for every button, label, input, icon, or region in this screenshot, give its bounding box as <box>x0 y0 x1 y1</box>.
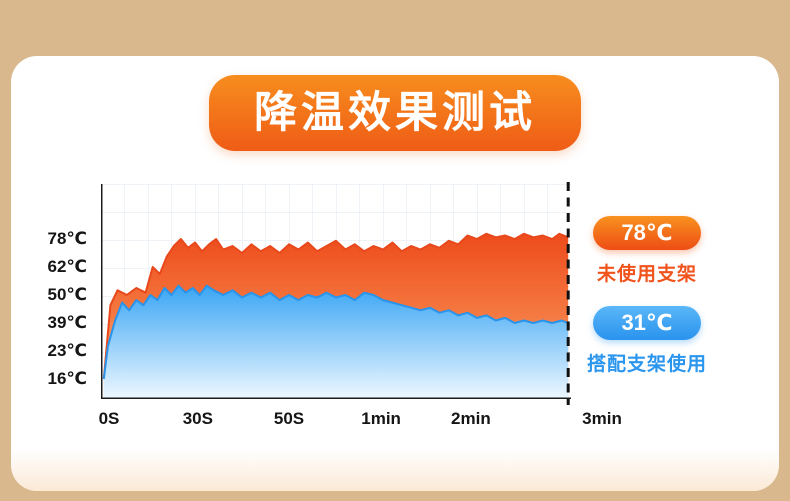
x-axis-tick: 30S <box>182 409 213 428</box>
y-axis-tick: 16℃ <box>47 369 88 388</box>
x-axis-tick: 3min <box>582 409 622 428</box>
title-banner: 降温效果测试 <box>209 75 581 151</box>
y-axis-tick: 39℃ <box>47 313 88 332</box>
no-stand-temp-badge: 78℃ <box>593 216 701 250</box>
with-stand-label: 搭配支架使用 <box>586 354 707 375</box>
y-axis-tick: 23℃ <box>47 341 88 360</box>
with-stand-temp-value: 31℃ <box>621 310 673 335</box>
no-stand-label: 未使用支架 <box>596 264 697 285</box>
series-area-1 <box>103 285 569 399</box>
y-axis-tick: 78℃ <box>47 229 88 248</box>
x-axis-labels: 0S 30S 50S 1min 2min 3min <box>99 408 761 430</box>
cooling-chart <box>101 182 571 405</box>
x-axis-tick: 50S <box>273 409 305 428</box>
no-stand-temp-value: 78℃ <box>621 220 673 245</box>
chart-legend: 78℃ 未使用支架 31℃ 搭配支架使用 <box>567 216 727 376</box>
with-stand-temp-badge: 31℃ <box>593 306 701 340</box>
content-card: 降温效果测试 78℃ 62℃ 50℃ 39℃ 23℃ 16℃ 0S 30S 50S 1min 2m… <box>11 56 779 491</box>
x-axis-tick: 2min <box>451 409 491 428</box>
series-edge-1 <box>102 284 569 380</box>
page-title: 降温效果测试 <box>254 88 536 137</box>
x-axis-tick: 0S <box>98 409 120 428</box>
y-axis-tick: 62℃ <box>47 257 88 276</box>
y-axis-tick: 50℃ <box>47 285 88 304</box>
x-axis-tick: 1min <box>361 409 401 428</box>
series-edge-0 <box>102 232 569 380</box>
y-axis-labels: 78℃ 62℃ 50℃ 39℃ 23℃ 16℃ <box>11 184 93 404</box>
